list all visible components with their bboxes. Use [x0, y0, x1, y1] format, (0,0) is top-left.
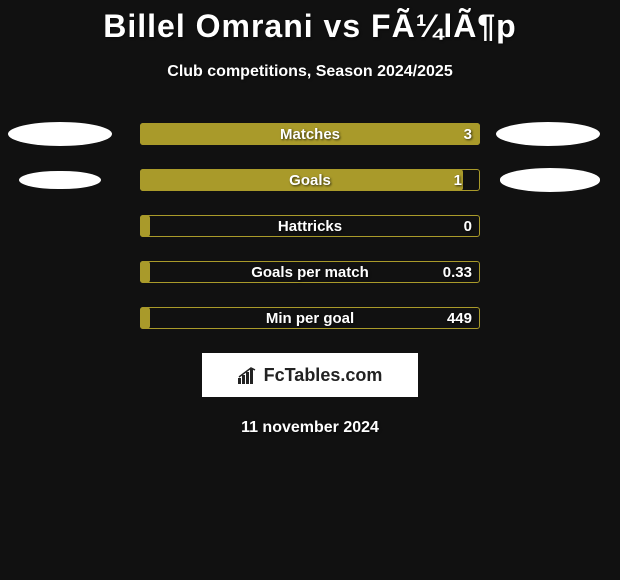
- stat-value: 0: [464, 218, 472, 235]
- stat-value: 0.33: [443, 264, 472, 281]
- player-right-marker: [496, 122, 600, 146]
- stat-label: Matches: [280, 126, 340, 143]
- comparison-title: Billel Omrani vs FÃ¼lÃ¶p: [0, 0, 620, 45]
- stat-row: Min per goal 449: [0, 307, 620, 329]
- stat-bar: Matches 3: [140, 123, 480, 145]
- stat-bar: Min per goal 449: [140, 307, 480, 329]
- bar-chart-icon: [238, 366, 260, 384]
- stat-bar: Goals per match 0.33: [140, 261, 480, 283]
- site-logo[interactable]: FcTables.com: [202, 353, 418, 397]
- player-left-marker: [19, 171, 100, 190]
- comparison-subtitle: Club competitions, Season 2024/2025: [0, 63, 620, 81]
- stat-label: Hattricks: [278, 218, 342, 235]
- stat-row: Goals per match 0.33: [0, 261, 620, 283]
- logo-content: FcTables.com: [238, 365, 383, 386]
- stat-label: Min per goal: [266, 310, 354, 327]
- stat-value: 449: [447, 310, 472, 327]
- player-left-marker: [8, 122, 112, 146]
- stat-value: 3: [464, 126, 472, 143]
- stat-bar: Goals 1: [140, 169, 480, 191]
- logo-text: FcTables.com: [264, 365, 383, 386]
- stat-row: Goals 1: [0, 169, 620, 191]
- player-right-marker: [500, 168, 600, 191]
- date-label: 11 november 2024: [0, 419, 620, 437]
- stat-label: Goals: [289, 172, 331, 189]
- stats-chart: Matches 3 Goals 1 Hattricks 0 Goals per match 0…: [0, 123, 620, 329]
- stat-label: Goals per match: [251, 264, 369, 281]
- stat-value: 1: [454, 172, 462, 189]
- stat-row: Matches 3: [0, 123, 620, 145]
- stat-bar: Hattricks 0: [140, 215, 480, 237]
- stat-row: Hattricks 0: [0, 215, 620, 237]
